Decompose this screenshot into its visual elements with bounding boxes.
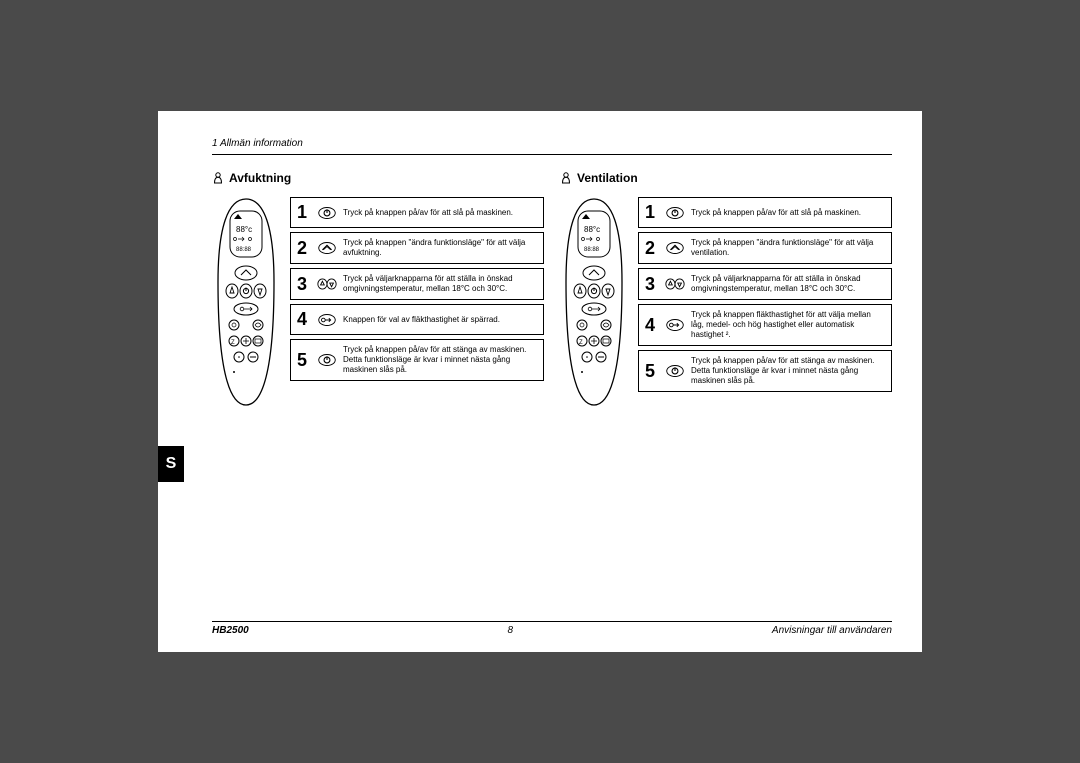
step-text: Tryck på väljarknapparna för att ställa … (689, 269, 891, 299)
step-number: 4 (639, 305, 661, 345)
step-row: 1 Tryck på knappen på/av för att slå på m… (290, 197, 544, 228)
step-text: Tryck på väljarknapparna för att ställa … (341, 269, 543, 299)
step-text: Tryck på knappen fläkthastighet för att … (689, 305, 891, 345)
step-number: 1 (291, 198, 313, 227)
page-footer: HB2500 8 Anvisningar till användaren (212, 621, 892, 636)
step-number: 4 (291, 305, 313, 334)
step-number: 5 (291, 340, 313, 380)
column-heading: Ventilation (560, 171, 892, 185)
step-number: 2 (639, 233, 661, 263)
step-row: 2 Tryck på knappen "ändra funktionsläge" … (638, 232, 892, 264)
manual-page: 1 Allmän information S Avfuktning 1 Tryck… (158, 111, 922, 652)
updown-icon (313, 269, 341, 299)
step-text: Tryck på knappen "ändra funktionsläge" f… (689, 233, 891, 263)
step-text: Tryck på knappen på/av för att stänga av… (689, 351, 891, 391)
step-list: 1 Tryck på knappen på/av för att slå på m… (290, 197, 544, 414)
section-header: 1 Allmän information (212, 133, 892, 155)
step-row: 2 Tryck på knappen "ändra funktionsläge" … (290, 232, 544, 264)
fan-icon (661, 305, 689, 345)
person-icon (560, 172, 572, 184)
section-header-text: 1 Allmän information (212, 138, 303, 149)
remote-illustration (560, 197, 628, 414)
footer-doc: Anvisningar till användaren (772, 625, 892, 636)
step-number: 5 (639, 351, 661, 391)
mode-icon (313, 233, 341, 263)
step-text: Tryck på knappen på/av för att slå på ma… (341, 198, 543, 227)
step-number: 3 (639, 269, 661, 299)
step-row: 3 Tryck på väljarknapparna för att ställa… (290, 268, 544, 300)
step-row: 4 Knappen för val av fläkthastighet är sp… (290, 304, 544, 335)
step-number: 1 (639, 198, 661, 227)
person-icon (212, 172, 224, 184)
step-number: 3 (291, 269, 313, 299)
column-heading-text: Ventilation (577, 171, 638, 185)
mode-icon (661, 233, 689, 263)
column-heading-text: Avfuktning (229, 171, 291, 185)
power-icon (313, 198, 341, 227)
updown-icon (661, 269, 689, 299)
step-row: 5 Tryck på knappen på/av för att stänga a… (638, 350, 892, 392)
columns: Avfuktning 1 Tryck på knappen på/av för a… (212, 171, 892, 414)
step-number: 2 (291, 233, 313, 263)
power-icon (313, 340, 341, 380)
step-text: Tryck på knappen på/av för att slå på ma… (689, 198, 891, 227)
column-heading: Avfuktning (212, 171, 544, 185)
step-text: Knappen för val av fläkthastighet är spä… (341, 305, 543, 334)
column-avfuktning: Avfuktning 1 Tryck på knappen på/av för a… (212, 171, 544, 414)
step-row: 5 Tryck på knappen på/av för att stänga a… (290, 339, 544, 381)
side-tab-label: S (166, 455, 177, 473)
remote-illustration (212, 197, 280, 414)
fan-icon (313, 305, 341, 334)
column-ventilation: Ventilation 1 Tryck på knappen på/av för … (560, 171, 892, 414)
step-text: Tryck på knappen "ändra funktionsläge" f… (341, 233, 543, 263)
step-row: 1 Tryck på knappen på/av för att slå på m… (638, 197, 892, 228)
power-icon (661, 198, 689, 227)
footer-page: 8 (249, 625, 772, 636)
step-row: 3 Tryck på väljarknapparna för att ställa… (638, 268, 892, 300)
step-text: Tryck på knappen på/av för att stänga av… (341, 340, 543, 380)
step-list: 1 Tryck på knappen på/av för att slå på m… (638, 197, 892, 414)
step-row: 4 Tryck på knappen fläkthastighet för att… (638, 304, 892, 346)
power-icon (661, 351, 689, 391)
footer-model: HB2500 (212, 625, 249, 636)
side-tab: S (158, 446, 184, 482)
